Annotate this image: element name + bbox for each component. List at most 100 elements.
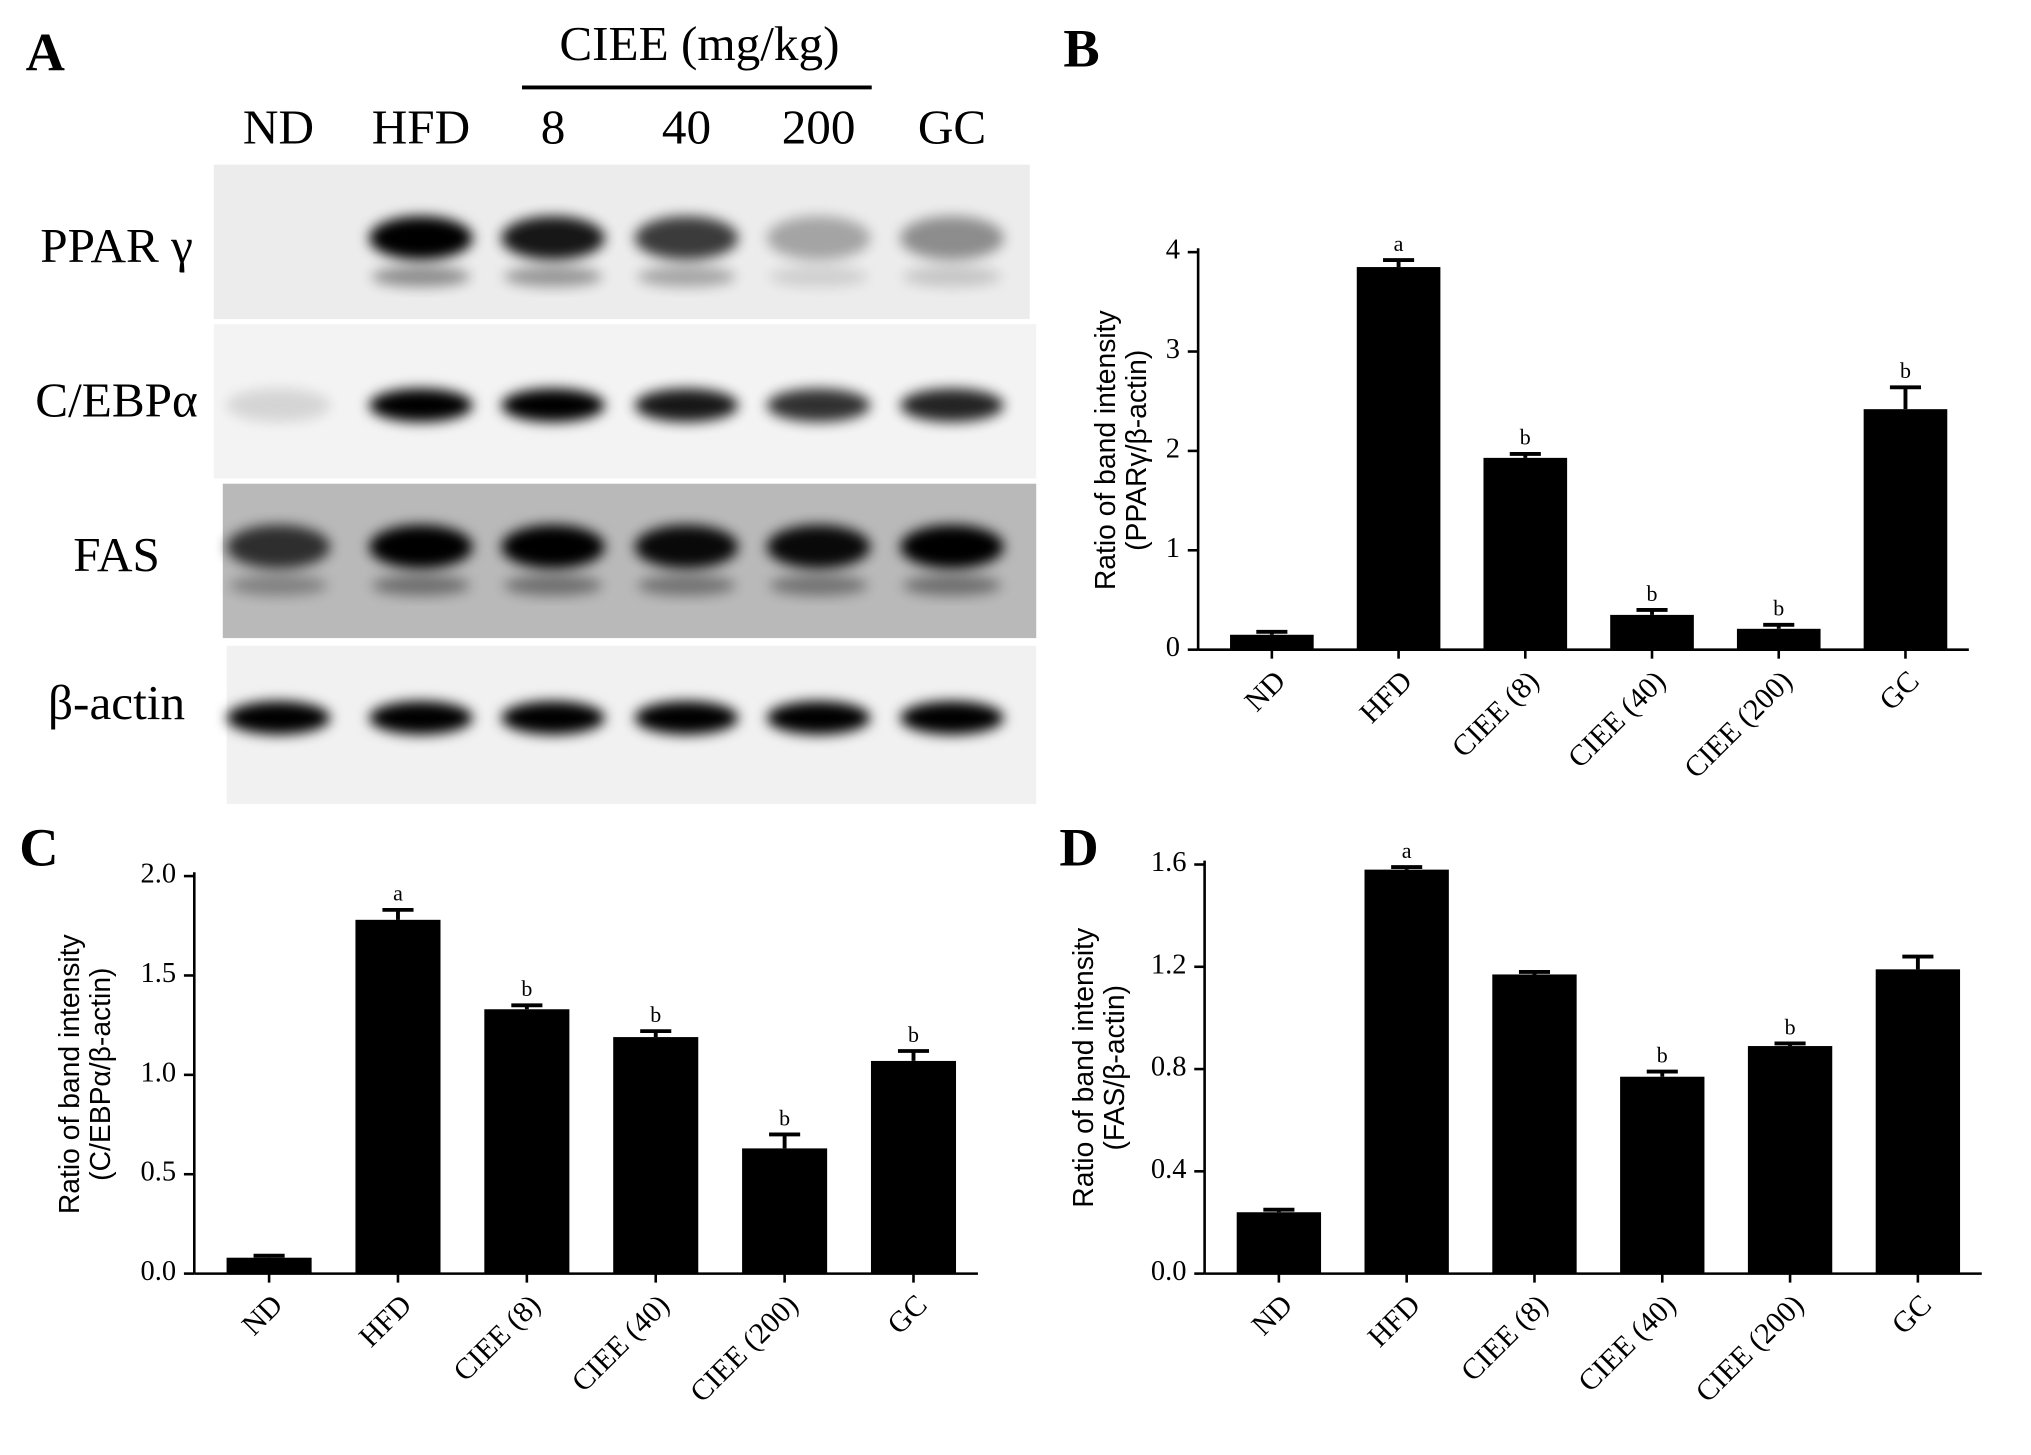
error-bar	[769, 1132, 801, 1149]
band	[369, 524, 473, 569]
bar	[1747, 1046, 1833, 1274]
band	[634, 524, 739, 569]
error-bar	[640, 1029, 672, 1038]
error-bar	[1383, 258, 1415, 268]
bar	[226, 1257, 312, 1274]
x-tick-label: GC	[1886, 1289, 1938, 1341]
band	[766, 701, 871, 735]
bar	[1364, 869, 1449, 1274]
x-tick-label: CIEE (200)	[1679, 665, 1799, 785]
panel-label: C	[19, 817, 58, 877]
x-tick-label: CIEE (200)	[1690, 1289, 1810, 1409]
y-tick-label: 2	[1166, 433, 1180, 464]
x-tick-label: ND	[236, 1289, 289, 1342]
bar	[1610, 614, 1694, 650]
band	[369, 388, 473, 422]
significance-label: b	[908, 1022, 919, 1047]
band	[226, 524, 331, 569]
band	[637, 266, 736, 287]
y-tick-label: 0.4	[1151, 1154, 1187, 1185]
error-bar	[511, 1003, 543, 1010]
blot-strip	[213, 164, 1030, 320]
blot-strip	[213, 324, 1037, 479]
bar	[1236, 1212, 1322, 1274]
error-bar	[1391, 865, 1423, 870]
significance-label: a	[1394, 231, 1404, 256]
row-label: PPAR γ	[40, 218, 193, 273]
error-bar	[1256, 629, 1288, 635]
band	[371, 575, 471, 596]
x-tick-label: ND	[1239, 665, 1292, 718]
y-tick-label: 4	[1166, 235, 1180, 266]
band	[634, 216, 739, 260]
error-bar	[1774, 1041, 1806, 1047]
x-tick-label: GC	[1874, 665, 1926, 717]
y-axis-label: Ratio of band intensity	[1090, 310, 1122, 591]
error-bar	[382, 907, 414, 920]
bar	[1356, 267, 1441, 650]
bar	[742, 1148, 828, 1274]
panel-label: D	[1059, 817, 1098, 877]
band	[369, 216, 473, 260]
y-axis-label: (PPARγ/β-actin)	[1121, 350, 1153, 551]
band	[766, 524, 871, 569]
bar	[1875, 969, 1961, 1274]
band	[226, 388, 331, 422]
bar	[1483, 457, 1568, 650]
bar	[484, 1009, 570, 1274]
y-tick-label: 2.0	[141, 859, 177, 890]
bar	[870, 1060, 957, 1274]
y-axis-label: (C/EBPα/β-actin)	[85, 968, 117, 1181]
lane-label: ND	[243, 100, 314, 155]
band	[503, 266, 603, 287]
significance-label: b	[779, 1105, 790, 1130]
significance-label: a	[1402, 838, 1412, 863]
band	[769, 575, 868, 596]
bar	[1620, 1076, 1705, 1274]
error-bar	[1889, 385, 1922, 410]
x-tick-label: HFD	[353, 1289, 418, 1353]
significance-label: b	[1657, 1043, 1668, 1068]
x-tick-label: CIEE (8)	[448, 1289, 547, 1388]
y-tick-label: 1.0	[141, 1057, 177, 1088]
band	[902, 575, 1002, 596]
bar	[1492, 974, 1577, 1274]
bar	[613, 1037, 699, 1274]
significance-label: b	[1785, 1014, 1796, 1039]
significance-label: b	[1520, 425, 1531, 450]
band	[900, 216, 1004, 260]
y-tick-label: 1	[1166, 533, 1180, 564]
band	[900, 701, 1004, 735]
panel-label: B	[1063, 19, 1099, 79]
bar	[1863, 409, 1948, 650]
y-tick-label: 0.5	[141, 1157, 177, 1188]
y-tick-label: 1.5	[141, 958, 177, 989]
x-tick-label: CIEE (200)	[684, 1289, 804, 1409]
band	[900, 388, 1004, 422]
x-tick-label: ND	[1246, 1289, 1299, 1342]
band	[226, 701, 331, 735]
band	[900, 524, 1004, 569]
x-tick-label: CIEE (40)	[1562, 665, 1672, 774]
band	[501, 388, 605, 422]
band	[634, 701, 739, 735]
panel-label: A	[26, 22, 65, 82]
blot-strip	[222, 483, 1037, 639]
error-bar	[1646, 1069, 1678, 1077]
row-label: C/EBPα	[35, 373, 198, 428]
bar	[1230, 634, 1314, 650]
significance-label: b	[521, 976, 532, 1001]
band	[766, 388, 871, 422]
y-axis-label: (FAS/β-actin)	[1099, 985, 1131, 1151]
row-label: β-actin	[48, 675, 185, 730]
lane-label: 40	[662, 100, 711, 155]
y-tick-label: 0.0	[1151, 1256, 1187, 1287]
band	[637, 575, 736, 596]
y-tick-label: 1.6	[1151, 847, 1187, 878]
error-bar	[1263, 1207, 1295, 1213]
error-bar	[1902, 954, 1934, 970]
error-bar	[1509, 451, 1541, 458]
error-bar	[253, 1253, 285, 1258]
x-tick-label: CIEE (40)	[1573, 1289, 1683, 1398]
